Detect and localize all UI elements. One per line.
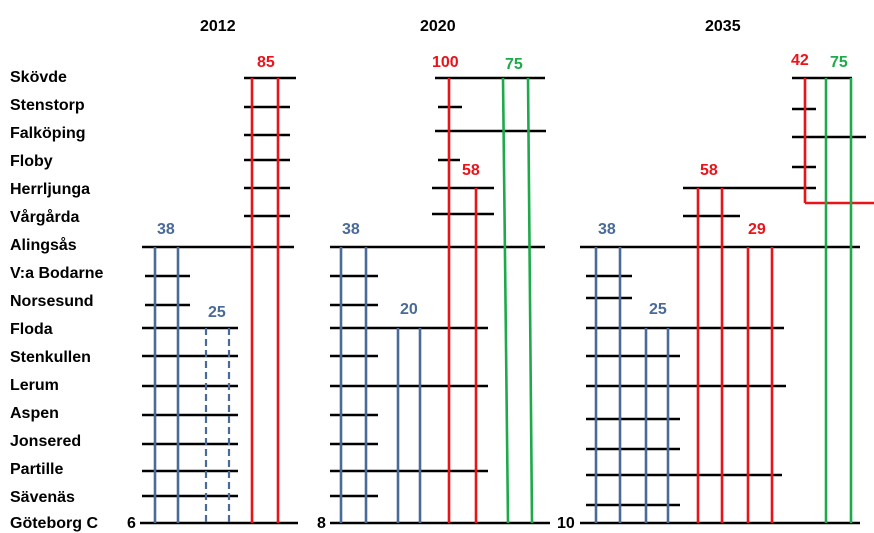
station-label-aspen: Aspen	[10, 405, 59, 422]
station-label-jonsered: Jonsered	[10, 433, 82, 450]
line-label-2020-100: 100	[432, 54, 459, 71]
station-label-lerum: Lerum	[10, 377, 59, 394]
base-number-2012: 6	[127, 515, 136, 532]
station-label-floby: Floby	[10, 153, 53, 170]
year-label-2035: 2035	[705, 18, 741, 35]
line-label-2020-20: 20	[400, 301, 418, 318]
base-number-2035: 10	[557, 515, 575, 532]
station-label-norsesund: Norsesund	[10, 293, 94, 310]
year-label-2012: 2012	[200, 18, 236, 35]
station-label-savenas: Sävenäs	[10, 489, 75, 506]
line-label-2020-58: 58	[462, 162, 480, 179]
line-label-2012-25: 25	[208, 304, 226, 321]
station-label-stenstorp: Stenstorp	[10, 97, 85, 114]
station-label-partille: Partille	[10, 461, 64, 478]
station-label-falkoping: Falköping	[10, 125, 86, 142]
station-label-goteborg-c: Göteborg C	[10, 515, 98, 532]
station-label-skovde: Skövde	[10, 69, 67, 86]
line-2020-75-b	[526, 77, 534, 524]
station-label-alingsas: Alingsås	[10, 237, 77, 254]
station-label-vargarda: Vårgårda	[10, 209, 80, 226]
year-label-2020: 2020	[420, 18, 456, 35]
station-label-herrljunga: Herrljunga	[10, 181, 91, 198]
station-label-stenkullen: Stenkullen	[10, 349, 91, 366]
line-label-2012-85: 85	[257, 54, 275, 71]
line-label-2035-38: 38	[598, 221, 616, 238]
line-label-2020-75: 75	[505, 56, 523, 73]
station-label-va-bodarne: V:a Bodarne	[10, 265, 104, 282]
station-label-floda: Floda	[10, 321, 53, 338]
base-number-2020: 8	[317, 515, 326, 532]
line-label-2035-75: 75	[830, 54, 848, 71]
line-label-2035-25: 25	[649, 301, 667, 318]
line-label-2035-42: 42	[791, 52, 809, 69]
line-label-2020-38: 38	[342, 221, 360, 238]
line-label-2035-58: 58	[700, 162, 718, 179]
line-label-2012-38: 38	[157, 221, 175, 238]
line-label-2035-29: 29	[748, 221, 766, 238]
line-2020-75-a	[501, 77, 510, 524]
